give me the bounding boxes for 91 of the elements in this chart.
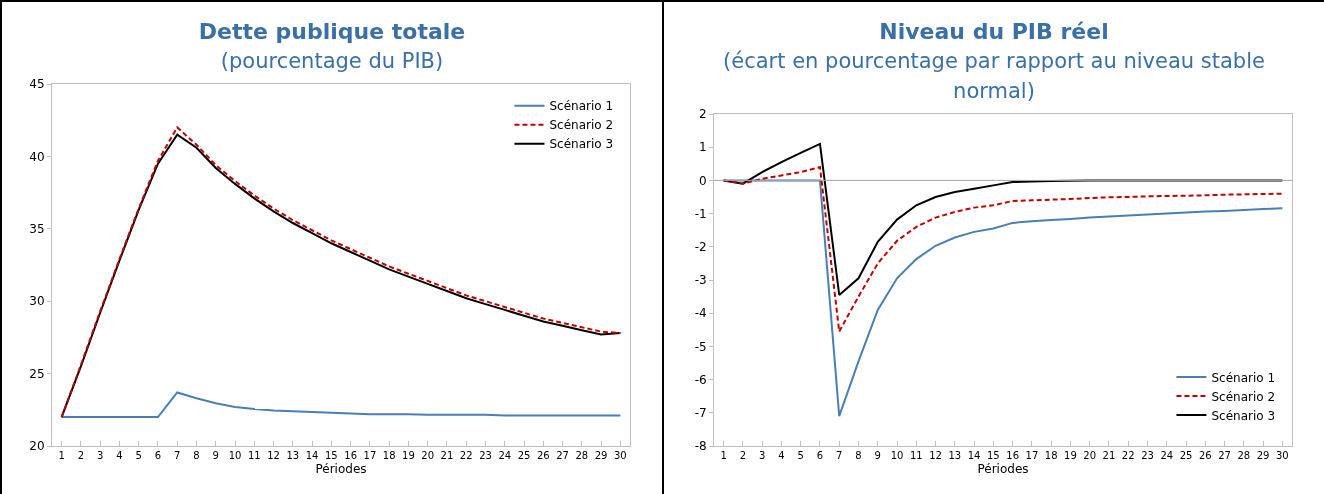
x-tick-label: 15 [987, 450, 1000, 461]
x-tick-label: 26 [536, 450, 550, 461]
legend-label: Scénario 3 [549, 137, 614, 152]
x-tick-label: 17 [363, 450, 377, 461]
x-tick-label: 18 [1044, 450, 1058, 461]
x-tick-label: 30 [614, 450, 627, 461]
x-tick-label: 9 [212, 450, 219, 461]
line-series [60, 391, 622, 419]
x-tick-label: 26 [1198, 450, 1212, 461]
x-tick-label: 22 [459, 450, 473, 461]
x-tick-label: 13 [286, 450, 300, 461]
x-tick-label: 21 [440, 450, 454, 461]
x-tick-label: 3 [758, 450, 766, 461]
x-tick-label: 28 [575, 450, 589, 461]
y-tick-label: -5 [694, 339, 707, 354]
x-tick-label: 2 [739, 450, 747, 461]
y-tick-label: -4 [694, 306, 707, 321]
x-tick-label: 28 [1237, 450, 1251, 461]
line-series [722, 166, 1284, 333]
x-tick-label: 23 [1141, 450, 1154, 461]
x-tick-label: 24 [1160, 450, 1174, 461]
x-tick-label: 14 [967, 450, 981, 461]
x-tick-label: 11 [247, 450, 261, 461]
line-series [722, 179, 1284, 418]
x-tick-label: 5 [797, 450, 804, 461]
x-tick-label: 29 [594, 450, 608, 461]
x-tick-label: 27 [1218, 450, 1231, 461]
x-tick-label: 8 [855, 450, 862, 461]
legend-label: Scénario 1 [1211, 370, 1276, 385]
x-tick-label: 5 [135, 450, 142, 461]
x-tick-label: 12 [929, 450, 942, 461]
chart-title: Dette publique totale [197, 18, 467, 46]
y-tick-label: -6 [694, 372, 707, 387]
chart-subtitle: (écart en pourcentage par rapport au niveau stable normal) [722, 48, 1266, 105]
y-tick-label: 2 [698, 107, 707, 122]
x-tick-label: 10 [228, 450, 242, 461]
x-tick-label: 24 [498, 450, 512, 461]
x-tick-label: 19 [402, 450, 415, 461]
x-tick-label: 11 [909, 450, 923, 461]
chart-title: Niveau du PIB réel [878, 18, 1110, 46]
x-tick-label: 22 [1121, 450, 1135, 461]
y-tick-label: -2 [694, 240, 707, 254]
x-tick-label: 1 [58, 450, 65, 461]
y-tick-label: -3 [694, 273, 707, 288]
x-tick-label: 4 [778, 450, 785, 461]
legend-label: Scénario 2 [549, 118, 614, 133]
x-tick-label: 27 [556, 450, 569, 461]
x-axis-title: Périodes [315, 461, 367, 476]
legend-label: Scénario 2 [1211, 389, 1276, 404]
x-tick-label: 16 [1006, 450, 1019, 461]
x-tick-label: 1 [720, 450, 727, 461]
x-axis-title: Périodes [977, 461, 1029, 476]
x-tick-label: 21 [1102, 450, 1116, 461]
x-tick-label: 12 [267, 450, 280, 461]
x-tick-label: 23 [479, 450, 492, 461]
x-tick-label: 15 [325, 450, 338, 461]
y-tick-label: -1 [694, 206, 707, 221]
y-tick-label: -7 [694, 406, 707, 420]
x-tick-label: 16 [344, 450, 357, 461]
y-tick-label: 45 [29, 77, 45, 92]
x-tick-label: 10 [890, 450, 904, 461]
x-tick-label: 20 [421, 450, 435, 461]
x-tick-label: 6 [154, 450, 162, 461]
x-tick-label: 2 [77, 450, 85, 461]
y-tick-label: 35 [29, 222, 45, 236]
y-tick-label: -8 [694, 439, 707, 454]
y-tick-label: 1 [698, 140, 707, 155]
x-tick-label: 3 [96, 450, 104, 461]
x-tick-label: 17 [1025, 450, 1039, 461]
x-tick-label: 30 [1276, 450, 1289, 461]
x-tick-label: 7 [174, 450, 181, 461]
x-tick-label: 13 [948, 450, 962, 461]
x-tick-label: 7 [836, 450, 843, 461]
y-tick-label: 40 [29, 149, 45, 164]
y-tick-label: 30 [29, 294, 45, 309]
chart-subtitle: (pourcentage du PIB) [219, 48, 445, 75]
x-tick-label: 18 [382, 450, 396, 461]
x-tick-label: 29 [1256, 450, 1270, 461]
x-tick-label: 25 [517, 450, 531, 461]
x-tick-label: 20 [1083, 450, 1097, 461]
x-tick-label: 14 [305, 450, 319, 461]
x-tick-label: 6 [816, 450, 824, 461]
x-tick-label: 8 [193, 450, 200, 461]
x-tick-label: 25 [1179, 450, 1193, 461]
x-tick-label: 4 [116, 450, 123, 461]
legend-label: Scénario 3 [1211, 408, 1276, 423]
legend-label: Scénario 1 [549, 99, 614, 114]
y-tick-label: 0 [698, 173, 707, 188]
x-tick-label: 19 [1064, 450, 1077, 461]
y-tick-label: 25 [29, 366, 45, 381]
x-tick-label: 9 [874, 450, 881, 461]
